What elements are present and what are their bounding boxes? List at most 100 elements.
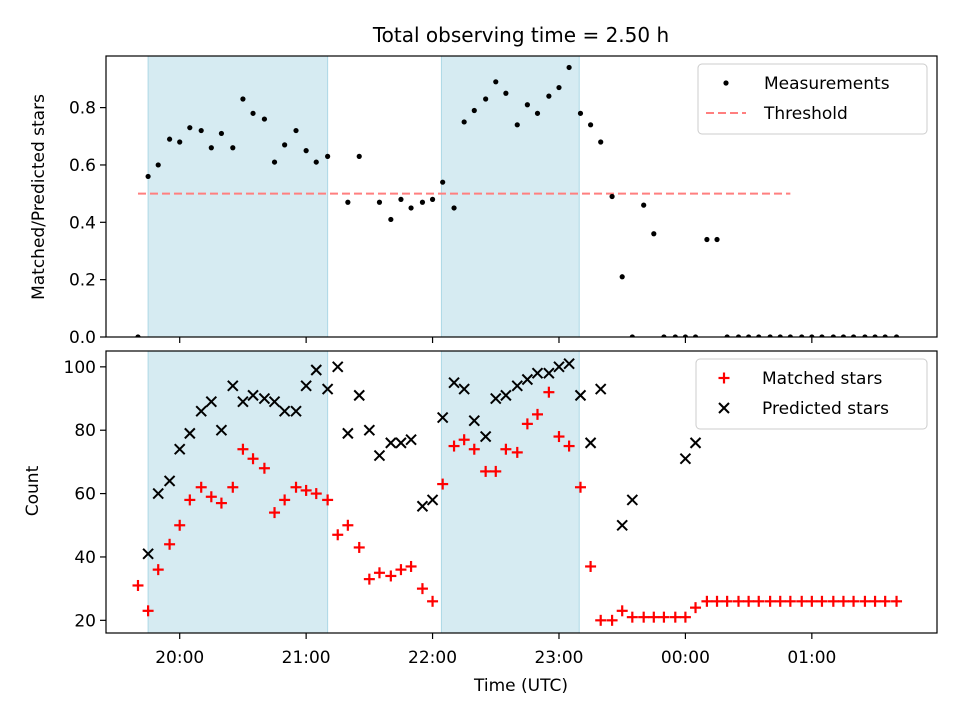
matched-star-point [405, 560, 417, 572]
legend-label: Matched stars [762, 369, 882, 389]
measurement-point [218, 130, 225, 137]
measurement-point [261, 116, 268, 122]
matched-star-point [195, 481, 207, 493]
matched-star-point [174, 519, 186, 531]
predicted-star-point [300, 380, 312, 392]
measurement-point [408, 205, 414, 211]
top-y-tick-label: 0.0 [69, 328, 96, 348]
legend-label: Threshold [763, 104, 848, 124]
predicted-star-point [342, 427, 354, 440]
measurement-point [177, 139, 183, 145]
predicted-star-point [385, 437, 397, 449]
matched-star-point [806, 595, 818, 607]
matched-star-point [164, 538, 176, 550]
measurement-point [313, 159, 319, 165]
measurement-point [882, 334, 888, 337]
predicted-star-point [436, 411, 449, 424]
matched-star-point [648, 611, 660, 623]
measurement-point [609, 193, 615, 200]
measurement-point [692, 334, 699, 337]
bottom-legend-box [695, 358, 928, 430]
measurement-point [787, 334, 793, 337]
matched-star-point [500, 443, 512, 455]
measurement-point [376, 199, 383, 205]
top-y-tick-label: 0.8 [69, 99, 96, 119]
measurement-point [598, 139, 604, 145]
predicted-star-point [500, 389, 512, 402]
x-tick-label: 22:00 [408, 648, 457, 668]
predicted-star-point [205, 395, 218, 408]
bottom-data-layer [132, 357, 903, 626]
matched-star-point [563, 440, 575, 452]
matched-star-point [395, 564, 407, 576]
bottom-y-tick-label: 20 [74, 611, 96, 631]
top-y-tick-label: 0.2 [69, 271, 96, 291]
measurement-point [451, 205, 457, 211]
matched-star-point [879, 595, 891, 607]
matched-star-point [416, 583, 428, 595]
predicted-star-point [373, 449, 386, 462]
matched-star-point [784, 595, 796, 607]
x-tick-label: 23:00 [534, 648, 583, 668]
predicted-star-point [290, 405, 302, 417]
matched-star-point [227, 481, 239, 493]
measurement-point [872, 334, 878, 337]
predicted-star-point [237, 395, 249, 408]
matched-star-point [553, 431, 565, 443]
matched-star-point [353, 541, 365, 553]
measurement-point [629, 334, 635, 337]
measurement-point [577, 110, 584, 116]
matched-star-point [322, 494, 334, 506]
measurement-point [682, 334, 689, 337]
predicted-star-point [448, 376, 460, 389]
predicted-star-point [184, 427, 196, 440]
matched-star-point [448, 440, 460, 452]
matched-star-point [132, 579, 144, 591]
bottom-y-tick-label: 80 [74, 421, 96, 441]
bottom-axes-frame [105, 350, 938, 634]
matched-star-point [184, 494, 196, 506]
matched-star-point [848, 595, 860, 607]
matched-star-point [764, 595, 776, 607]
measurement-point [619, 274, 625, 280]
predicted-star-point [195, 405, 207, 417]
measurement-point [135, 334, 141, 337]
measurement-point [850, 334, 857, 337]
predicted-star-point [584, 437, 597, 449]
top-legend-box [697, 63, 928, 135]
matched-star-point [616, 605, 628, 617]
predicted-star-point [626, 494, 639, 506]
measurement-point [830, 334, 836, 337]
predicted-star-point [490, 392, 502, 405]
measurement-point [862, 334, 868, 337]
top-axes-frame [105, 55, 938, 338]
matched-star-point [690, 602, 702, 614]
matched-star-point [891, 595, 903, 607]
matched-star-point [796, 595, 808, 607]
matched-star-point [290, 481, 302, 493]
predicted-star-point [268, 395, 281, 408]
predicted-star-point [468, 415, 480, 427]
measurement-point [714, 236, 720, 243]
matched-star-point [669, 611, 681, 623]
predicted-star-point [511, 380, 523, 392]
legend-label: Measurements [764, 74, 890, 94]
predicted-star-point [173, 443, 186, 455]
x-axis-label: Time (UTC) [473, 676, 568, 696]
predicted-star-point [543, 367, 555, 379]
top-observing-window-1 [147, 55, 329, 338]
matched-star-point [837, 595, 849, 607]
matched-star-point [427, 595, 439, 607]
chart-title: Total observing time = 2.50 h [372, 23, 669, 47]
measurement-point [756, 334, 762, 337]
matched-star-point [711, 595, 723, 607]
matched-star-point [595, 614, 607, 626]
predicted-star-point [679, 453, 692, 465]
measurement-point [556, 84, 562, 91]
measurement-point [893, 334, 900, 337]
matched-star-point [816, 595, 828, 607]
measurement-point [471, 107, 477, 114]
bottom-panel-y-axis-label: Count [23, 465, 43, 516]
predicted-star-point [594, 383, 607, 395]
